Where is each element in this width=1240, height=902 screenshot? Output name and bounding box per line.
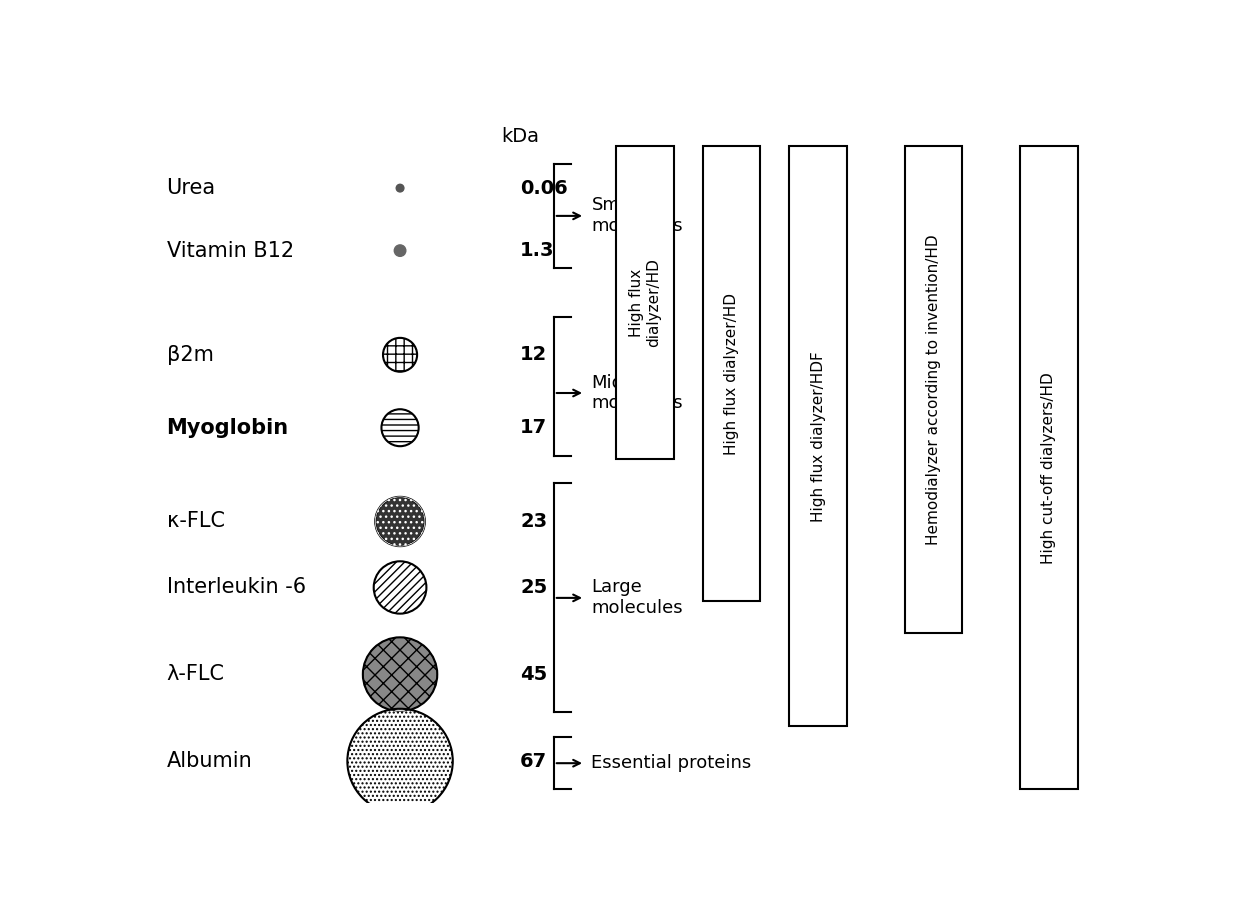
Bar xyxy=(789,146,847,726)
Text: 12: 12 xyxy=(521,345,547,364)
Text: 45: 45 xyxy=(521,665,547,684)
Text: Myoglobin: Myoglobin xyxy=(166,418,289,437)
Text: kDa: kDa xyxy=(501,126,539,145)
Ellipse shape xyxy=(373,561,427,613)
Text: High cut-off dialyzers/HD: High cut-off dialyzers/HD xyxy=(1042,372,1056,564)
Ellipse shape xyxy=(376,497,425,546)
Text: Small
molecules: Small molecules xyxy=(591,197,683,235)
Bar xyxy=(703,146,760,602)
Ellipse shape xyxy=(347,709,453,814)
Text: 0.06: 0.06 xyxy=(521,179,568,198)
Text: Large
molecules: Large molecules xyxy=(591,578,683,617)
Text: Hemodialyzer according to invention/HD: Hemodialyzer according to invention/HD xyxy=(926,235,941,545)
Bar xyxy=(616,146,675,459)
Ellipse shape xyxy=(383,338,417,372)
Text: 17: 17 xyxy=(521,419,547,437)
Text: β2m: β2m xyxy=(166,345,213,364)
Text: High flux
dialyzer/HD: High flux dialyzer/HD xyxy=(629,258,661,347)
Bar xyxy=(905,146,962,632)
Text: Vitamin B12: Vitamin B12 xyxy=(166,241,294,261)
Ellipse shape xyxy=(397,184,404,192)
Text: κ-FLC: κ-FLC xyxy=(166,511,224,531)
Text: Middle
molecules: Middle molecules xyxy=(591,373,683,412)
Bar xyxy=(1019,146,1078,789)
Text: 23: 23 xyxy=(521,512,547,531)
Text: Interleukin -6: Interleukin -6 xyxy=(166,577,305,597)
Text: 1.3: 1.3 xyxy=(521,241,554,260)
Text: Essential proteins: Essential proteins xyxy=(591,754,751,772)
Text: Urea: Urea xyxy=(166,178,216,198)
Text: High flux dialyzer/HDF: High flux dialyzer/HDF xyxy=(811,351,826,521)
Ellipse shape xyxy=(363,638,438,712)
Text: High flux dialyzer/HD: High flux dialyzer/HD xyxy=(724,293,739,455)
Text: Albumin: Albumin xyxy=(166,751,252,771)
Text: 67: 67 xyxy=(521,751,547,770)
Ellipse shape xyxy=(382,410,419,446)
Text: λ-FLC: λ-FLC xyxy=(166,664,224,685)
Ellipse shape xyxy=(394,244,405,256)
Text: 25: 25 xyxy=(521,578,547,597)
